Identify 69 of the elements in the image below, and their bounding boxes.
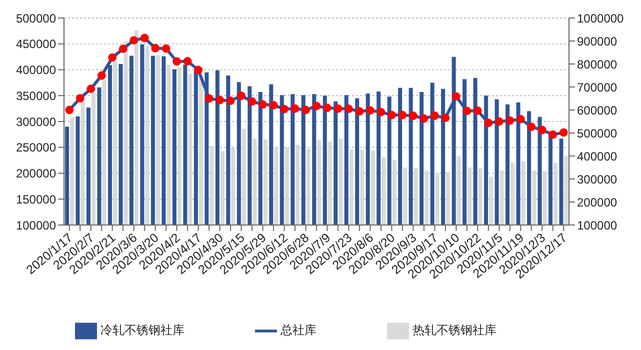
- y-tick-label: 250000: [16, 140, 56, 155]
- y-tick-label: 450000: [16, 37, 56, 52]
- point: [248, 97, 256, 106]
- point: [484, 118, 493, 128]
- legend-label: 冷轧不锈钢社库: [100, 323, 184, 338]
- point: [548, 130, 558, 139]
- y2-tick-label: 300000: [577, 172, 618, 186]
- point: [172, 57, 182, 66]
- y2-tick-label: 1000000: [577, 11, 624, 26]
- point: [140, 34, 149, 42]
- y2-tick-label: 200000: [577, 195, 618, 210]
- point: [462, 106, 472, 116]
- point: [183, 57, 192, 66]
- legend-label: 总社库: [280, 323, 316, 338]
- y-tick-label: 400000: [16, 63, 56, 78]
- y-tick-label: 100000: [16, 218, 56, 232]
- point: [355, 107, 364, 116]
- point: [366, 106, 374, 115]
- y2-tick-label: 800000: [577, 57, 618, 72]
- point: [516, 115, 525, 124]
- point: [538, 126, 546, 134]
- point: [226, 96, 235, 105]
- point: [258, 100, 267, 109]
- y-tick-label: 350000: [16, 88, 56, 103]
- point: [398, 110, 407, 120]
- point: [473, 106, 482, 115]
- point: [86, 84, 96, 94]
- point: [527, 122, 536, 131]
- point: [312, 102, 321, 110]
- point: [204, 94, 214, 103]
- y2-tick-label: 900000: [577, 34, 618, 48]
- point: [506, 116, 514, 125]
- point: [334, 104, 342, 113]
- point: [108, 53, 117, 62]
- point: [376, 108, 386, 116]
- point: [130, 36, 138, 45]
- point: [452, 92, 460, 101]
- point: [302, 106, 310, 114]
- point: [237, 92, 246, 100]
- point: [118, 44, 128, 54]
- point: [494, 117, 504, 126]
- y2-tick-label: 400000: [577, 149, 618, 164]
- point: [420, 114, 428, 123]
- point: [430, 112, 439, 120]
- point: [194, 66, 203, 74]
- point: [290, 104, 300, 113]
- point: [388, 110, 396, 120]
- y2-tick-label: 700000: [577, 80, 618, 94]
- y-tick-label: 150000: [16, 192, 56, 206]
- point: [65, 106, 74, 114]
- y2-tick-label: 100000: [577, 218, 618, 232]
- point: [97, 71, 106, 80]
- point: [441, 114, 450, 122]
- y2-tick-label: 500000: [577, 126, 618, 140]
- point: [162, 44, 170, 53]
- point: [269, 100, 278, 110]
- y2-tick-label: 600000: [577, 103, 618, 118]
- y-tick-label: 500000: [16, 11, 56, 26]
- point: [409, 112, 418, 120]
- point: [344, 104, 353, 114]
- point: [151, 44, 160, 52]
- point: [559, 128, 568, 137]
- legend-label: 热轧不锈钢社库: [412, 323, 496, 338]
- point: [216, 96, 224, 104]
- point: [280, 104, 288, 114]
- point: [323, 104, 332, 112]
- point: [76, 94, 84, 102]
- y-tick-label: 300000: [16, 114, 56, 129]
- y-tick-label: 200000: [16, 166, 56, 181]
